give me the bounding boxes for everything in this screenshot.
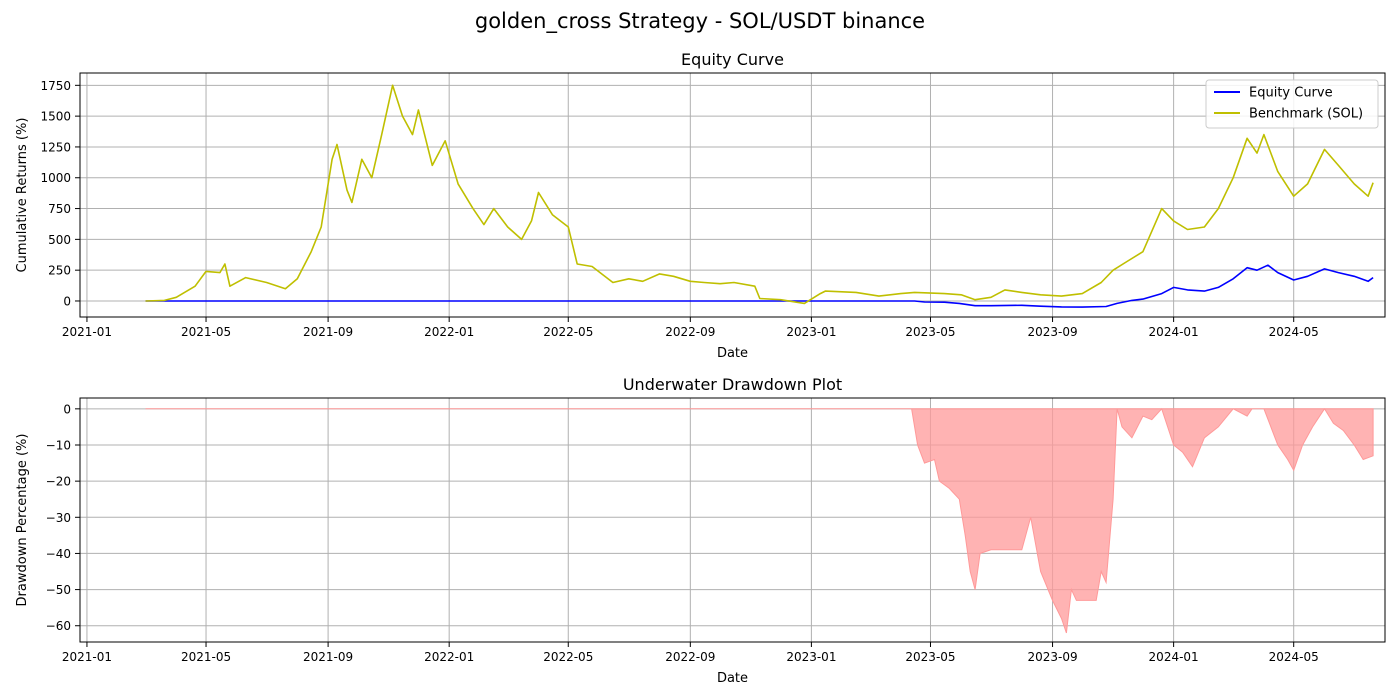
x-tick-label: 2023-01 <box>786 650 836 664</box>
plot-area <box>145 84 1374 308</box>
drawdown-chart: Underwater Drawdown Plot 2021-01 2021-05 20… <box>15 375 1386 686</box>
drawdown-area <box>145 407 1374 634</box>
equity-curve-chart: Equity Curve 2021-01 2021-05 2021-09 2022-01… <box>15 50 1386 361</box>
x-tick-label: 2022-09 <box>665 325 715 339</box>
x-tick-label: 2022-01 <box>424 325 474 339</box>
x-tick-label: 2023-05 <box>905 325 955 339</box>
figure-title: golden_cross Strategy - SOL/USDT binance <box>474 9 926 33</box>
equity-curve-line <box>145 264 1374 308</box>
x-tick-label: 2023-05 <box>905 650 955 664</box>
axes-frame <box>79 72 1386 318</box>
y-tick-label: 250 <box>48 264 71 278</box>
y-tick-label: −30 <box>46 511 71 525</box>
x-tick-label: 2021-01 <box>62 325 112 339</box>
benchmark-sol-line <box>145 84 1374 305</box>
legend: Equity Curve Benchmark (SOL) <box>1205 79 1379 129</box>
x-axis-label: Date <box>717 346 748 361</box>
y-axis-label: Cumulative Returns (%) <box>15 118 30 273</box>
x-tick-label: 2023-01 <box>786 325 836 339</box>
x-tick-label: 2021-05 <box>181 325 231 339</box>
axes-frame <box>79 397 1386 643</box>
x-tick-label: 2024-01 <box>1149 325 1199 339</box>
x-tick-label: 2021-09 <box>303 650 353 664</box>
y-tick-label: 750 <box>48 202 71 216</box>
grid-lines <box>80 73 1385 317</box>
x-tick-label: 2023-09 <box>1027 650 1077 664</box>
y-tick-label: 500 <box>48 233 71 247</box>
y-tick-label: −50 <box>46 583 71 597</box>
y-tick-label: 0 <box>63 294 71 308</box>
y-tick-label: 1250 <box>40 140 71 154</box>
y-tick-label: 1000 <box>40 171 71 185</box>
chart-title: Underwater Drawdown Plot <box>623 375 842 394</box>
x-tick-label: 2022-01 <box>424 650 474 664</box>
x-tick-label: 2024-01 <box>1149 650 1199 664</box>
x-tick-label: 2021-01 <box>62 650 112 664</box>
legend-box <box>1205 79 1379 129</box>
y-tick-label: −40 <box>46 547 71 561</box>
chart-title: Equity Curve <box>681 50 784 69</box>
x-tick-label: 2022-05 <box>543 650 593 664</box>
y-tick-label: −20 <box>46 475 71 489</box>
plot-area <box>145 407 1374 634</box>
x-tick-label: 2024-05 <box>1269 650 1319 664</box>
y-tick-label: 0 <box>63 402 71 416</box>
y-axis-label: Drawdown Percentage (%) <box>15 434 30 607</box>
legend-label: Benchmark (SOL) <box>1249 107 1363 122</box>
x-axis-label: Date <box>717 671 748 686</box>
x-tick-label: 2021-05 <box>181 650 231 664</box>
y-tick-label: −10 <box>46 438 71 452</box>
y-tick-label: −60 <box>46 619 71 633</box>
x-tick-label: 2021-09 <box>303 325 353 339</box>
legend-label: Equity Curve <box>1249 86 1333 101</box>
y-tick-label: 1500 <box>40 110 71 124</box>
y-tick-label: 1750 <box>40 79 71 93</box>
x-tick-label: 2022-09 <box>665 650 715 664</box>
x-tick-label: 2022-05 <box>543 325 593 339</box>
x-tick-label: 2023-09 <box>1027 325 1077 339</box>
grid-lines <box>80 398 1385 642</box>
x-tick-label: 2024-05 <box>1269 325 1319 339</box>
